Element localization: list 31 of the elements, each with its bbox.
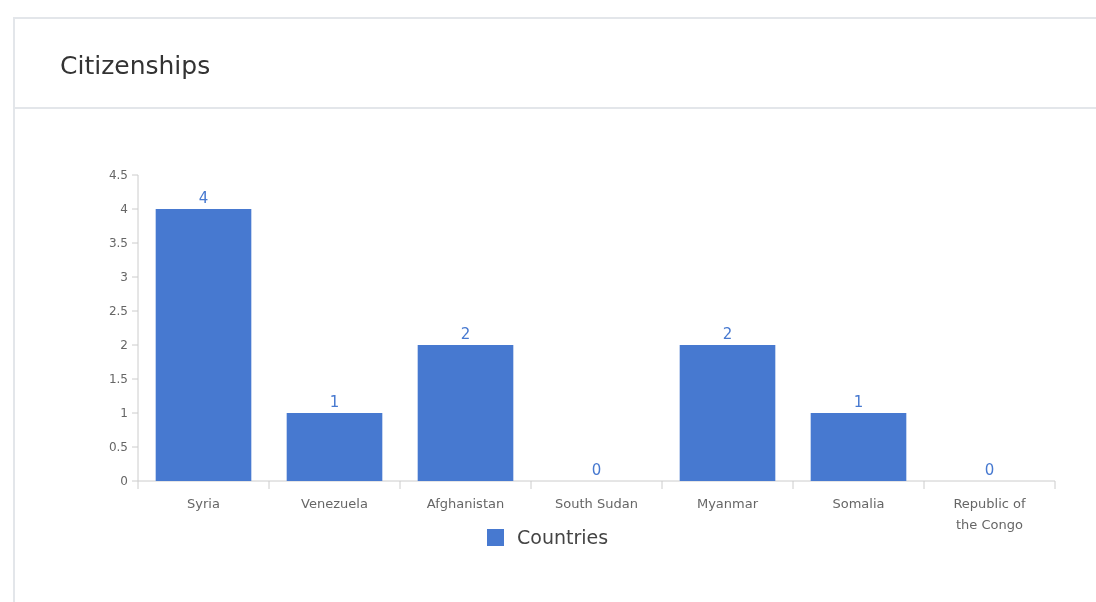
bar (286, 413, 383, 481)
x-tick-label: Myanmar (696, 496, 759, 511)
x-tick-label: Syria (187, 496, 220, 511)
x-tick-label: South Sudan (555, 496, 638, 511)
data-label: 1 (853, 393, 864, 411)
y-tick-label: 1.5 (108, 372, 128, 386)
y-tick-label: 0 (120, 474, 128, 488)
data-label: 0 (591, 461, 602, 479)
data-label: 1 (329, 393, 340, 411)
y-tick-label: 4.5 (108, 168, 128, 182)
x-tick-label: Venezuela (301, 496, 368, 511)
chart-title: Citizenships (60, 51, 211, 80)
data-label: 4 (198, 189, 209, 207)
legend-label: Countries (517, 526, 609, 548)
y-tick-label: 0.5 (108, 440, 128, 454)
data-label: 2 (722, 325, 733, 343)
data-label: 0 (984, 461, 995, 479)
x-tick-label: Somalia (832, 496, 885, 511)
y-tick-label: 4 (120, 202, 128, 216)
bar (155, 209, 252, 481)
bar (679, 345, 776, 481)
bar (810, 413, 907, 481)
y-tick-label: 3 (120, 270, 128, 284)
data-label: 2 (460, 325, 471, 343)
x-tick-label: Afghanistan (426, 496, 505, 511)
y-tick-label: 2.5 (108, 304, 128, 318)
y-tick-label: 3.5 (108, 236, 128, 250)
y-tick-label: 2 (120, 338, 128, 352)
y-tick-label: 1 (120, 406, 128, 420)
bar (417, 345, 514, 481)
x-tick-label: Republic of the Congo (953, 496, 1027, 532)
